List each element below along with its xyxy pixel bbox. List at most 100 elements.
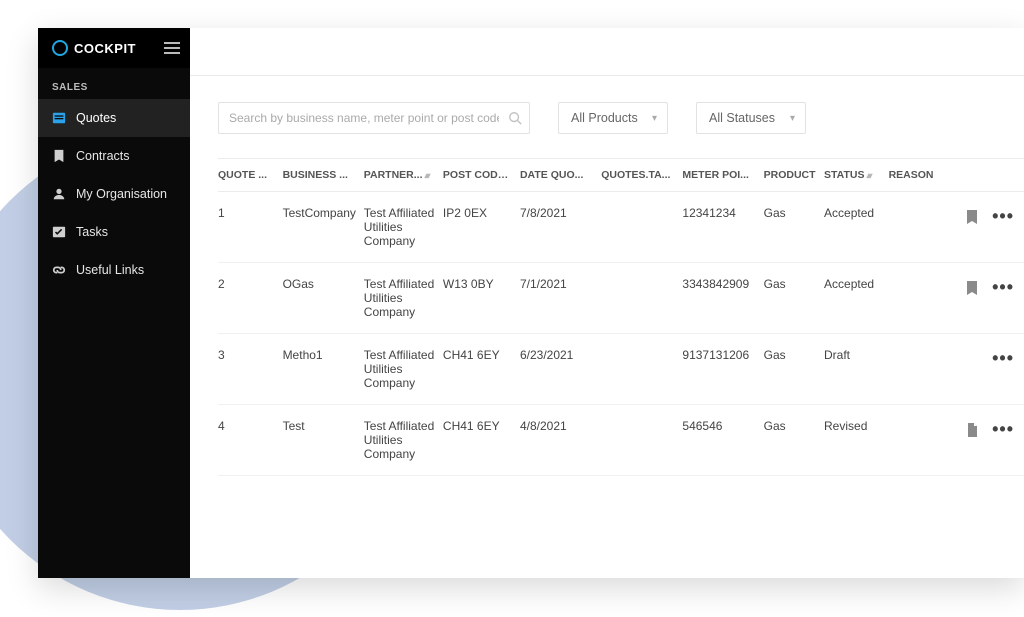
sidebar-item-organisation[interactable]: My Organisation xyxy=(38,175,190,213)
table-row[interactable]: 4TestTest Affiliated Utilities CompanyCH… xyxy=(218,405,1024,476)
col-header-quote[interactable]: QUOTE ... xyxy=(218,159,283,192)
cell-actions: ••• xyxy=(951,405,1024,476)
sidebar-item-quotes[interactable]: Quotes xyxy=(38,99,190,137)
more-actions-icon[interactable]: ••• xyxy=(992,348,1014,368)
cell-meter: 12341234 xyxy=(682,192,763,263)
tasks-icon xyxy=(52,225,66,239)
app-window: COCKPIT SALES Quotes Contracts My Organi… xyxy=(38,28,1024,578)
cell-tags xyxy=(601,192,682,263)
cell-product: Gas xyxy=(764,334,824,405)
links-icon xyxy=(52,263,66,277)
caret-down-icon: ▾ xyxy=(790,113,795,124)
cell-business: OGas xyxy=(283,263,364,334)
cell-quote: 3 xyxy=(218,334,283,405)
cell-quote: 1 xyxy=(218,192,283,263)
top-strip xyxy=(190,28,1024,76)
cell-actions: ••• xyxy=(951,192,1024,263)
status-dropdown[interactable]: All Statuses ▾ xyxy=(696,102,806,134)
table-header-row: QUOTE ... BUSINESS ... PARTNER...▴▾ POST… xyxy=(218,159,1024,192)
sidebar-item-label: Quotes xyxy=(76,111,116,125)
col-header-tags[interactable]: QUOTES.TA... xyxy=(601,159,682,192)
col-header-postcode[interactable]: POST CODE...▴▾ xyxy=(443,159,520,192)
sidebar-item-label: Contracts xyxy=(76,149,130,163)
cell-reason xyxy=(889,334,951,405)
cell-business: Test xyxy=(283,405,364,476)
cell-actions: ••• xyxy=(951,263,1024,334)
sidebar-item-label: My Organisation xyxy=(76,187,167,201)
filters-bar: All Products ▾ All Statuses ▾ xyxy=(190,76,1024,158)
organisation-icon xyxy=(52,187,66,201)
sidebar-item-tasks[interactable]: Tasks xyxy=(38,213,190,251)
contracts-icon xyxy=(52,149,66,163)
col-header-product[interactable]: PRODUCT xyxy=(764,159,824,192)
col-header-meter[interactable]: METER POI... xyxy=(682,159,763,192)
cell-postcode: W13 0BY xyxy=(443,263,520,334)
dropdown-selected: All Products xyxy=(571,111,638,125)
col-header-business[interactable]: BUSINESS ... xyxy=(283,159,364,192)
sidebar-item-label: Useful Links xyxy=(76,263,144,277)
main-content: All Products ▾ All Statuses ▾ QUOTE ... xyxy=(190,28,1024,578)
sort-icon: ▴▾ xyxy=(425,171,429,180)
cell-status: Revised xyxy=(824,405,889,476)
logo-text: COCKPIT xyxy=(74,41,136,56)
cell-status: Accepted xyxy=(824,263,889,334)
caret-down-icon: ▾ xyxy=(652,113,657,124)
cell-product: Gas xyxy=(764,263,824,334)
cell-reason xyxy=(889,405,951,476)
bookmark-icon[interactable] xyxy=(966,210,978,224)
sidebar-item-links[interactable]: Useful Links xyxy=(38,251,190,289)
table-row[interactable]: 2OGasTest Affiliated Utilities CompanyW1… xyxy=(218,263,1024,334)
cell-status: Draft xyxy=(824,334,889,405)
cell-product: Gas xyxy=(764,192,824,263)
cell-actions: ••• xyxy=(951,334,1024,405)
cell-date: 7/8/2021 xyxy=(520,192,601,263)
cell-partner: Test Affiliated Utilities Company xyxy=(364,334,443,405)
more-actions-icon[interactable]: ••• xyxy=(992,277,1014,297)
cell-reason xyxy=(889,263,951,334)
col-header-status[interactable]: STATUS▴▾ xyxy=(824,159,889,192)
quotes-icon xyxy=(52,111,66,125)
cell-reason xyxy=(889,192,951,263)
cell-meter: 9137131206 xyxy=(682,334,763,405)
cell-partner: Test Affiliated Utilities Company xyxy=(364,405,443,476)
col-header-reason[interactable]: REASON xyxy=(889,159,951,192)
cell-date: 6/23/2021 xyxy=(520,334,601,405)
table-row[interactable]: 3Metho1Test Affiliated Utilities Company… xyxy=(218,334,1024,405)
dropdown-selected: All Statuses xyxy=(709,111,775,125)
bookmark-icon[interactable] xyxy=(966,281,978,295)
sort-icon: ▴▾ xyxy=(516,171,520,180)
cell-meter: 546546 xyxy=(682,405,763,476)
search-input[interactable] xyxy=(218,102,530,134)
quotes-table-wrap: QUOTE ... BUSINESS ... PARTNER...▴▾ POST… xyxy=(190,158,1024,578)
cell-tags xyxy=(601,263,682,334)
cell-postcode: CH41 6EY xyxy=(443,334,520,405)
cell-meter: 3343842909 xyxy=(682,263,763,334)
quotes-table: QUOTE ... BUSINESS ... PARTNER...▴▾ POST… xyxy=(218,158,1024,476)
sidebar: COCKPIT SALES Quotes Contracts My Organi… xyxy=(38,28,190,578)
hamburger-icon[interactable] xyxy=(164,42,180,54)
logo-ring-icon xyxy=(52,40,68,56)
col-header-partner[interactable]: PARTNER...▴▾ xyxy=(364,159,443,192)
col-header-date[interactable]: DATE QUO... xyxy=(520,159,601,192)
cell-partner: Test Affiliated Utilities Company xyxy=(364,192,443,263)
cell-partner: Test Affiliated Utilities Company xyxy=(364,263,443,334)
more-actions-icon[interactable]: ••• xyxy=(992,206,1014,226)
cell-quote: 4 xyxy=(218,405,283,476)
search-icon xyxy=(508,111,522,125)
cell-product: Gas xyxy=(764,405,824,476)
cell-quote: 2 xyxy=(218,263,283,334)
cell-tags xyxy=(601,334,682,405)
cell-status: Accepted xyxy=(824,192,889,263)
product-dropdown[interactable]: All Products ▾ xyxy=(558,102,668,134)
table-row[interactable]: 1TestCompanyTest Affiliated Utilities Co… xyxy=(218,192,1024,263)
more-actions-icon[interactable]: ••• xyxy=(992,419,1014,439)
file-icon[interactable] xyxy=(966,423,978,437)
sidebar-header: COCKPIT xyxy=(38,28,190,68)
sort-icon: ▴▾ xyxy=(866,171,870,180)
sidebar-item-label: Tasks xyxy=(76,225,108,239)
cell-postcode: IP2 0EX xyxy=(443,192,520,263)
logo[interactable]: COCKPIT xyxy=(52,40,136,56)
cell-tags xyxy=(601,405,682,476)
sidebar-item-contracts[interactable]: Contracts xyxy=(38,137,190,175)
cell-postcode: CH41 6EY xyxy=(443,405,520,476)
